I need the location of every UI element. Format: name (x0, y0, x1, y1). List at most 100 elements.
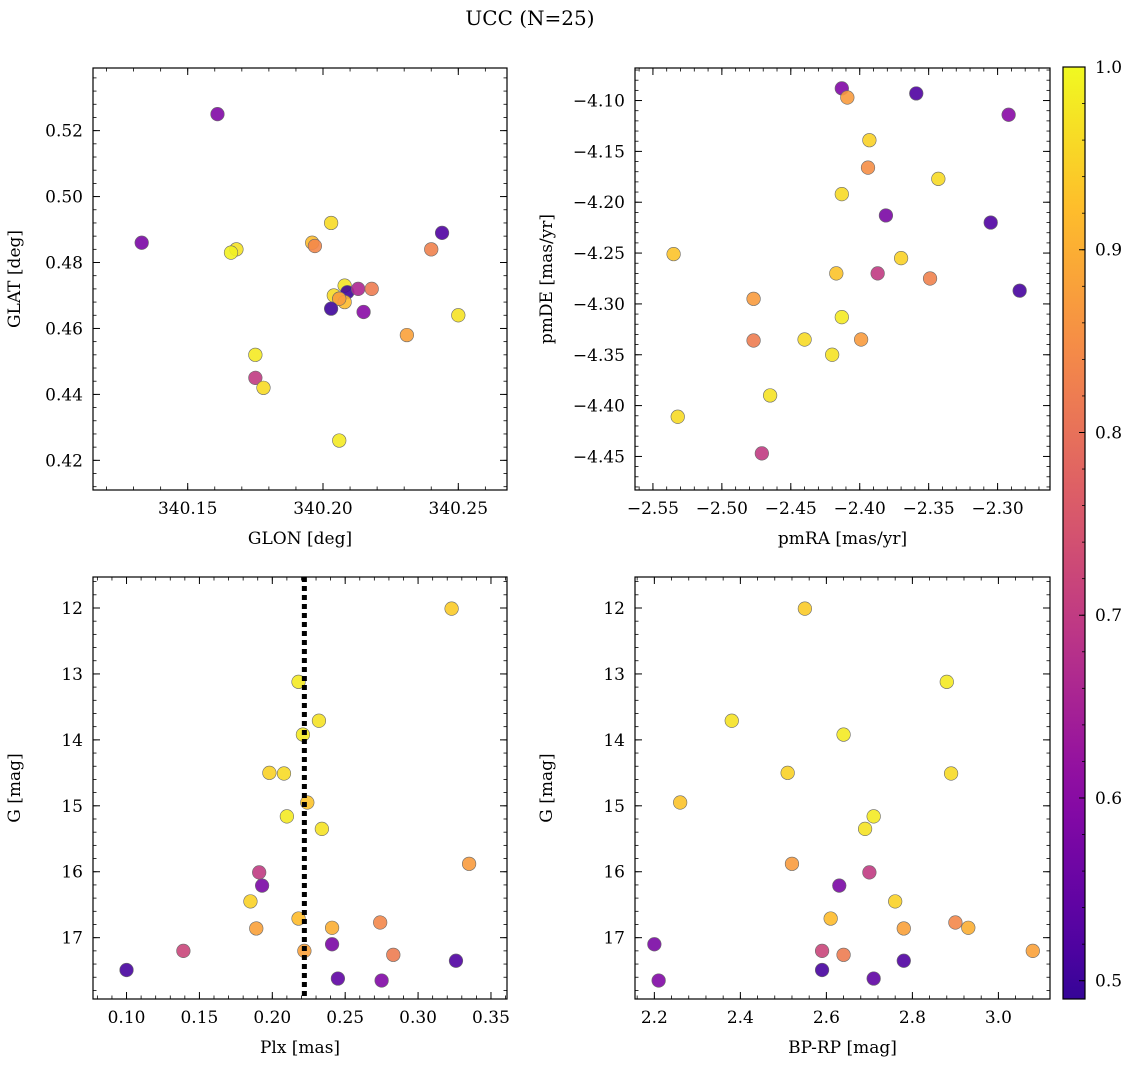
scatter-point (878, 208, 894, 223)
scatter-point (332, 433, 347, 448)
scatter-point (373, 915, 388, 930)
scatter-point (854, 332, 869, 347)
scatter-point (814, 943, 830, 958)
scatter-point (324, 215, 339, 231)
scatter-point (249, 921, 264, 936)
panel-2: −2.55 −2.50 −2.45 −2.40 −2.35 −2.30 −4.10 −4.15… (537, 67, 1051, 549)
scatter-point (922, 271, 938, 286)
scatter-point (823, 911, 838, 926)
scatter-point (651, 973, 666, 988)
x-axis-label: Plx [mas] (260, 1038, 340, 1058)
scatter-point (324, 301, 339, 316)
scatter-point (307, 238, 322, 254)
y-tick-label: 12 (603, 599, 625, 619)
x-tick-label: 340.15 (158, 499, 217, 519)
scatter-point (424, 242, 439, 257)
scatter-point (279, 809, 294, 824)
scatter-point (825, 347, 840, 362)
scatter-point (896, 953, 911, 968)
y-tick-label: −4.20 (573, 193, 625, 213)
y-tick-label: 13 (603, 665, 625, 685)
scatter-point (262, 765, 277, 780)
scatter-point (866, 971, 881, 986)
scatter-point (243, 894, 258, 909)
scatter-point (434, 225, 450, 240)
colorbar-tick-label: 0.8 (1095, 423, 1122, 443)
y-tick-label: 16 (603, 863, 625, 883)
scatter-point (276, 766, 292, 781)
scatter-point (834, 310, 849, 325)
x-tick-label: −2.45 (765, 499, 817, 519)
scatter-point (256, 380, 271, 395)
y-tick-label: 15 (61, 797, 83, 817)
y-tick-label: −4.40 (573, 397, 625, 417)
scatter-point (364, 281, 379, 296)
scatter-point (647, 937, 662, 952)
colorbar-tick-label: 0.7 (1095, 606, 1122, 626)
scatter-point (931, 171, 946, 186)
scatter-point (943, 766, 959, 781)
scatter-point (324, 920, 340, 935)
scatter-point (386, 947, 401, 962)
y-tick-label: −4.15 (573, 142, 625, 162)
x-tick-label: −2.40 (834, 499, 886, 519)
y-tick-label: 0.48 (45, 254, 83, 274)
panel-4: 2.2 2.4 2.6 2.8 3.0 12 13 14 15 16 17 BP-RP [mag] G … (537, 576, 1051, 1058)
y-tick-label: 14 (61, 731, 83, 751)
y-tick-label: 14 (603, 731, 625, 751)
scatter-point (330, 971, 346, 986)
y-tick-label: 0.46 (45, 319, 83, 339)
scatter-point (797, 601, 812, 616)
scatter-point (248, 347, 263, 362)
y-tick-label: 17 (61, 929, 83, 949)
y-tick-label: 17 (603, 929, 625, 949)
x-tick-label: 0.20 (253, 1008, 291, 1028)
x-tick-label: 0.30 (399, 1008, 437, 1028)
scatter-point (780, 765, 795, 780)
scatter-point (223, 245, 239, 260)
y-tick-label: 0.52 (45, 122, 83, 142)
scatter-point (1001, 107, 1016, 122)
scatter-point (746, 291, 761, 306)
scatter-point (836, 727, 851, 742)
scatter-point (857, 821, 873, 836)
scatter-point (444, 601, 459, 616)
y-tick-label: 13 (61, 665, 83, 685)
colorbar-gradient (1062, 66, 1086, 1000)
scatter-point (451, 308, 466, 323)
scatter-point (832, 878, 847, 893)
y-tick-label: −4.10 (573, 92, 625, 112)
scatter-point (939, 674, 954, 689)
x-tick-label: 2.4 (727, 1008, 754, 1028)
x-tick-label: 2.2 (641, 1008, 668, 1028)
y-axis-label: G [mag] (537, 753, 557, 822)
scatter-point (324, 937, 340, 952)
x-tick-label: −2.30 (972, 499, 1024, 519)
colorbar-tick-label: 1.0 (1095, 58, 1122, 78)
scatter-point (374, 973, 389, 988)
scatter-point (670, 409, 685, 424)
scatter-point (746, 333, 761, 348)
x-tick-label: −2.35 (903, 499, 955, 519)
scatter-point (797, 332, 812, 347)
scatter-point (836, 947, 851, 962)
scatter-point (909, 86, 924, 101)
scatter-point (1025, 943, 1040, 958)
axes-frame (92, 67, 508, 491)
scatter-point (862, 133, 877, 148)
scatter-point (1012, 283, 1027, 298)
y-tick-label: −4.25 (573, 244, 625, 264)
y-tick-label: 15 (603, 797, 625, 817)
x-axis-label: pmRA [mas/yr] (778, 529, 907, 549)
scatter-point (893, 251, 909, 266)
scatter-point (870, 266, 885, 281)
figure-title: UCC (N=25) (465, 6, 595, 30)
y-tick-label: 0.50 (45, 188, 83, 208)
x-tick-label: 0.15 (180, 1008, 218, 1028)
panel-1: 340.15 340.20 340.25 0.42 0.44 0.46 0.48 0.50 0.… (5, 67, 508, 549)
scatter-point (673, 795, 688, 810)
scatter-point (834, 186, 849, 202)
scatter-point (248, 370, 263, 386)
colorbar-tick-label: 0.6 (1095, 789, 1122, 809)
scatter-point (332, 291, 347, 306)
